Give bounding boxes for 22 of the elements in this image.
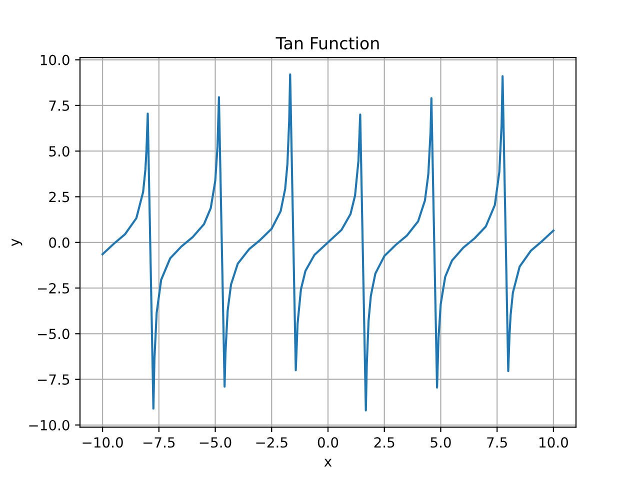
x-axis-title: x — [324, 458, 332, 466]
x-tick-label: −7.5 — [144, 437, 175, 448]
y-axis-title: y — [12, 238, 22, 246]
line-series — [102, 73, 554, 412]
y-tick-label: −7.5 — [38, 374, 70, 385]
y-tick-label: −10.0 — [29, 420, 70, 430]
x-tick-label: 7.5 — [487, 437, 507, 448]
x-tick-label: −10.0 — [82, 437, 123, 448]
x-tick-label: 5.0 — [430, 437, 451, 448]
x-tick-label: −2.5 — [256, 437, 288, 448]
x-tick-label: 2.5 — [374, 437, 394, 448]
x-tick-label: 10.0 — [540, 437, 568, 448]
x-tick-label: −5.0 — [200, 437, 232, 448]
y-tick-label: 5.0 — [49, 146, 70, 157]
y-tick-label: −2.5 — [38, 283, 70, 294]
y-tick-label: 10.0 — [40, 54, 70, 66]
y-tick-label: −5.0 — [38, 328, 70, 340]
x-tick-label: 0.0 — [318, 437, 338, 448]
y-tick-label: 7.5 — [49, 100, 70, 111]
y-tick-label: 2.5 — [49, 192, 70, 202]
y-tick-label: 0.0 — [49, 237, 70, 248]
chart-title: Tan Function — [276, 36, 379, 50]
